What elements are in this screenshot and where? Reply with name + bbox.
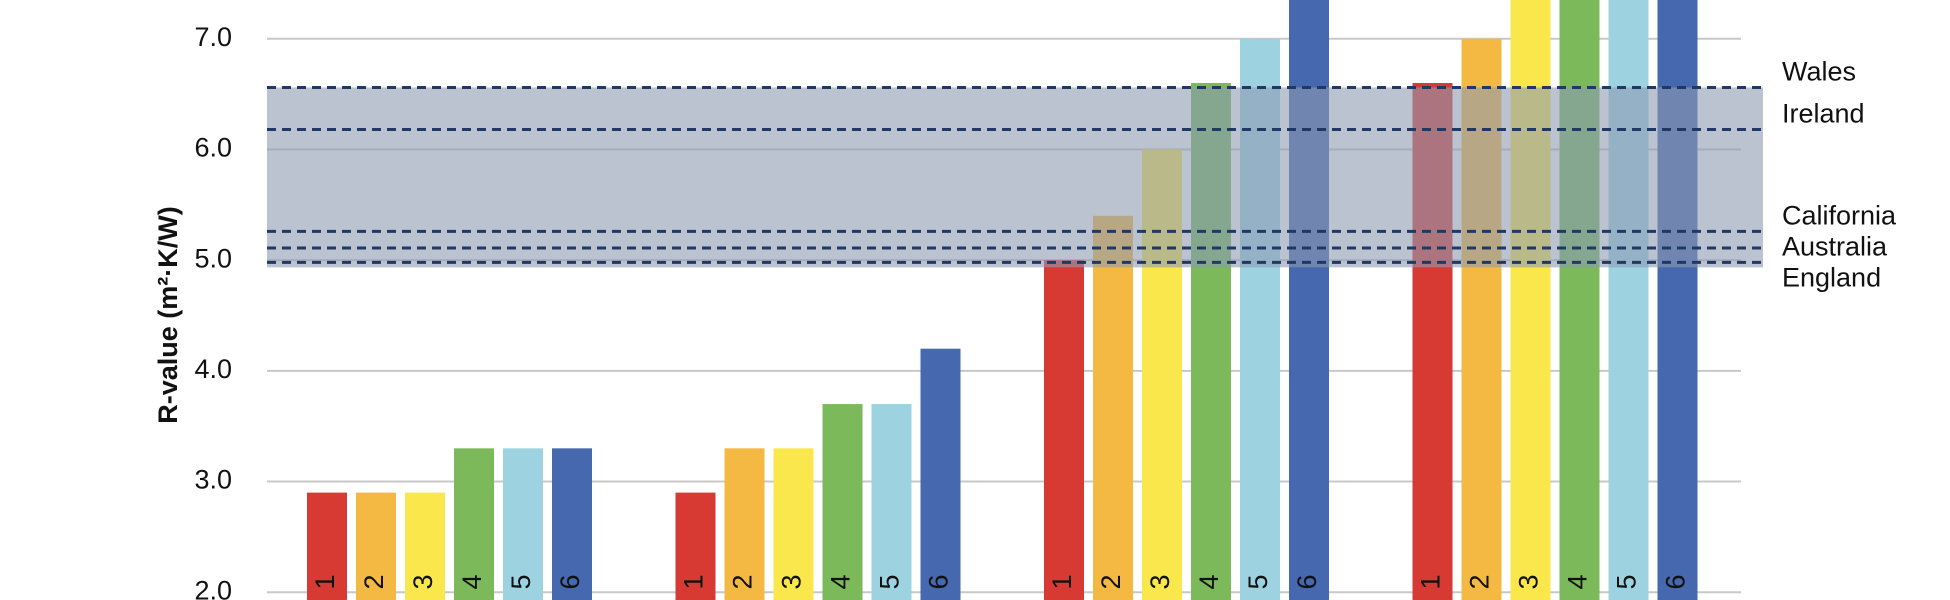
bar (822, 404, 863, 600)
bar-series-label: 5 (1243, 574, 1273, 589)
bar (356, 492, 396, 600)
bar-series-label: 2 (359, 574, 389, 589)
reference-label: Wales (1782, 57, 1856, 87)
y-tick-label: 3.0 (194, 465, 232, 495)
bar-series-label: 5 (506, 574, 536, 589)
bar-series-label: 1 (1047, 574, 1077, 589)
bar-series-label: 1 (310, 574, 340, 589)
bar-series-label: 2 (1096, 574, 1126, 589)
y-tick-label: 2.0 (194, 575, 232, 600)
y-tick-label: 5.0 (194, 243, 232, 273)
y-axis-title: R-value (m²·K/W) (153, 206, 183, 424)
bar (773, 448, 814, 600)
bar (675, 492, 716, 600)
bar (503, 448, 543, 600)
bar-series-label: 5 (875, 574, 905, 589)
bar-series-label: 6 (1292, 574, 1322, 589)
bar-series-label: 2 (1465, 574, 1495, 589)
bar-series-label: 4 (826, 574, 856, 589)
bar-series-label: 1 (1416, 574, 1446, 589)
bar-series-label: 3 (777, 574, 807, 589)
y-tick-label: 4.0 (194, 354, 232, 384)
bar-series-label: 3 (1145, 574, 1175, 589)
reference-label: California (1782, 200, 1897, 230)
bar-series-label: 2 (728, 574, 758, 589)
y-tick-label: 6.0 (194, 133, 232, 163)
bar-series-label: 4 (1563, 574, 1593, 589)
bar-series-label: 4 (1194, 574, 1224, 589)
bar (920, 348, 961, 600)
bar-series-label: 6 (555, 574, 585, 589)
bar (871, 404, 912, 600)
bar-series-label: 1 (679, 574, 709, 589)
reference-label: Ireland (1782, 99, 1865, 129)
reference-label: Australia (1782, 231, 1888, 261)
bar (552, 448, 592, 600)
bar-series-label: 6 (924, 574, 954, 589)
bar (307, 492, 347, 600)
bar-series-label: 6 (1661, 574, 1691, 589)
bar (1044, 260, 1084, 600)
bar-series-label: 3 (1514, 574, 1544, 589)
bar (454, 448, 494, 600)
bar-series-label: 5 (1612, 574, 1642, 589)
bar (405, 492, 445, 600)
bar (724, 448, 765, 600)
y-tick-label: 7.0 (194, 22, 232, 52)
reference-label: England (1782, 262, 1881, 292)
bar-series-label: 4 (457, 574, 487, 589)
reference-band (267, 87, 1763, 268)
bar-series-label: 3 (408, 574, 438, 589)
bar (1093, 215, 1133, 600)
